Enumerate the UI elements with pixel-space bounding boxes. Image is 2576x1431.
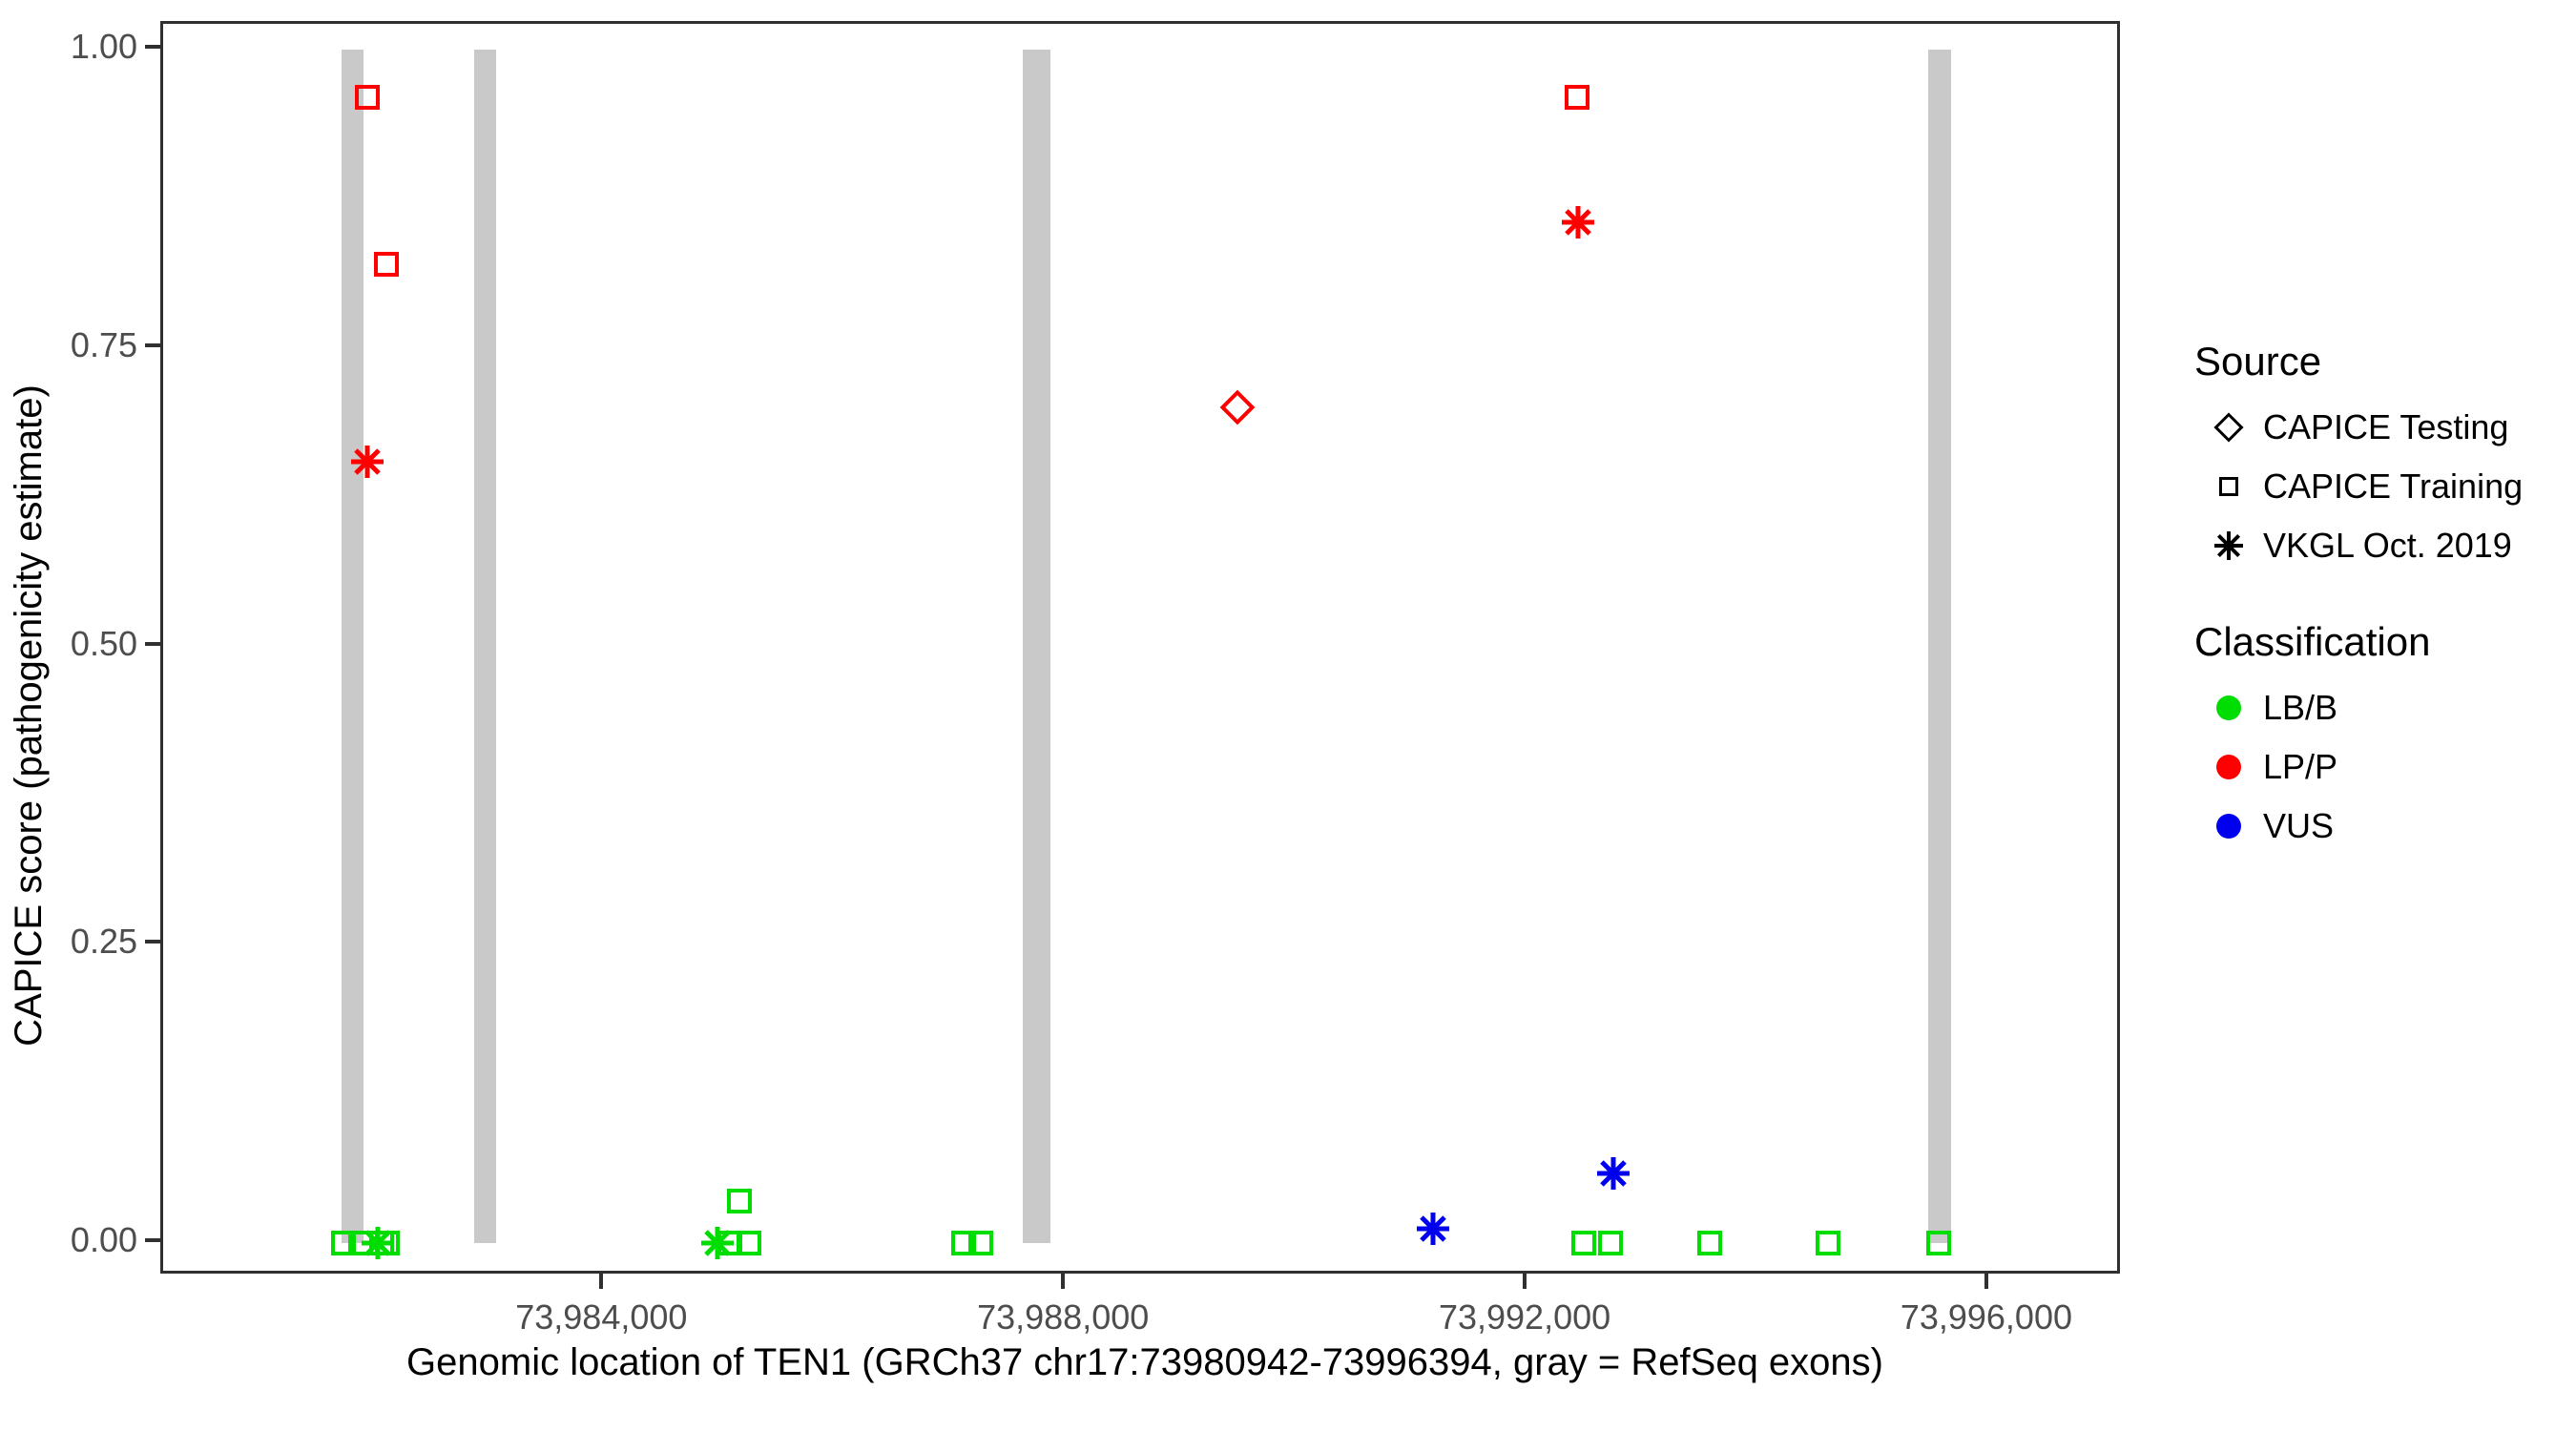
x-axis-tick-label: 73,992,000	[1438, 1297, 1611, 1337]
y-axis-tick	[145, 641, 160, 646]
data-point	[1925, 1231, 1951, 1255]
legend-item-label: CAPICE Testing	[2263, 407, 2509, 446]
x-axis-tick	[1061, 1274, 1066, 1289]
square-marker-icon	[2219, 477, 2238, 496]
y-axis-title: CAPICE score (pathogenicity estimate)	[7, 384, 50, 1047]
y-axis-tick	[145, 940, 160, 944]
y-axis-tick-label: 0.75	[70, 324, 137, 364]
asterisk-marker-icon	[2214, 531, 2243, 560]
y-axis-tick-label: 0.00	[70, 1220, 137, 1259]
x-axis-tick	[599, 1274, 604, 1289]
exon-bar	[1927, 50, 1951, 1243]
data-point	[700, 1227, 734, 1259]
dot-marker-icon	[2216, 695, 2241, 720]
data-point	[967, 1231, 993, 1255]
legend-item[interactable]: LB/B	[2194, 678, 2576, 737]
x-axis-tick-label: 73,988,000	[977, 1297, 1150, 1337]
legend-classification: Classification LB/B LP/P VUS	[2194, 619, 2576, 856]
y-axis-tick-label: 0.50	[70, 623, 137, 663]
plot-panel	[160, 21, 2120, 1274]
y-axis-tick-label: 0.25	[70, 922, 137, 962]
y-axis-tick-label: 1.00	[70, 27, 137, 66]
x-axis-tick-label: 73,984,000	[515, 1297, 688, 1337]
data-point	[330, 1231, 356, 1255]
data-point	[1571, 1231, 1597, 1255]
data-point	[950, 1231, 976, 1255]
y-axis-tick	[145, 45, 160, 49]
diamond-marker-icon	[2213, 412, 2244, 443]
x-axis-tick-label: 73,996,000	[1900, 1297, 2072, 1337]
x-axis-tick	[1523, 1274, 1527, 1289]
x-axis-tick	[1984, 1274, 1988, 1289]
data-point	[1565, 85, 1590, 111]
legend-title: Source	[2194, 339, 2322, 384]
legend-title: Classification	[2194, 619, 2431, 664]
legend-item-label: LP/P	[2263, 747, 2338, 786]
data-point	[1596, 1157, 1630, 1191]
legend-item[interactable]: VUS	[2194, 797, 2576, 856]
data-point	[351, 445, 384, 478]
legend-item-label: CAPICE Training	[2263, 467, 2524, 506]
data-point	[1598, 1231, 1624, 1255]
data-point	[726, 1189, 752, 1214]
data-point	[373, 252, 399, 278]
exon-bar	[473, 50, 496, 1243]
legend-container: Source CAPICE Testing CAPICE Training VKGL …	[2194, 339, 2576, 900]
legend-item[interactable]: VKGL Oct. 2019	[2194, 516, 2576, 575]
y-axis-tick	[145, 1238, 160, 1242]
data-point	[1220, 389, 1256, 425]
data-point	[355, 85, 381, 111]
data-point	[736, 1231, 761, 1255]
legend-source: Source CAPICE Testing CAPICE Training VKGL …	[2194, 339, 2576, 575]
x-axis-title: Genomic location of TEN1 (GRCh37 chr17:7…	[406, 1340, 1883, 1383]
legend-item[interactable]: CAPICE Training	[2194, 457, 2576, 516]
dot-marker-icon	[2216, 814, 2241, 839]
legend-item[interactable]: CAPICE Testing	[2194, 398, 2576, 457]
y-axis-tick	[145, 342, 160, 347]
legend-item[interactable]: LP/P	[2194, 737, 2576, 797]
dot-marker-icon	[2216, 755, 2241, 779]
data-point	[1416, 1212, 1449, 1245]
data-point	[1815, 1231, 1840, 1255]
legend-item-label: VKGL Oct. 2019	[2263, 526, 2512, 565]
exon-bar	[341, 50, 364, 1243]
legend-item-label: LB/B	[2263, 688, 2338, 727]
legend-item-label: VUS	[2263, 806, 2335, 845]
data-point	[1562, 206, 1595, 239]
data-point	[1697, 1231, 1723, 1255]
plot-area	[163, 24, 2117, 1271]
exon-bar	[1023, 50, 1051, 1243]
data-point	[362, 1227, 395, 1259]
